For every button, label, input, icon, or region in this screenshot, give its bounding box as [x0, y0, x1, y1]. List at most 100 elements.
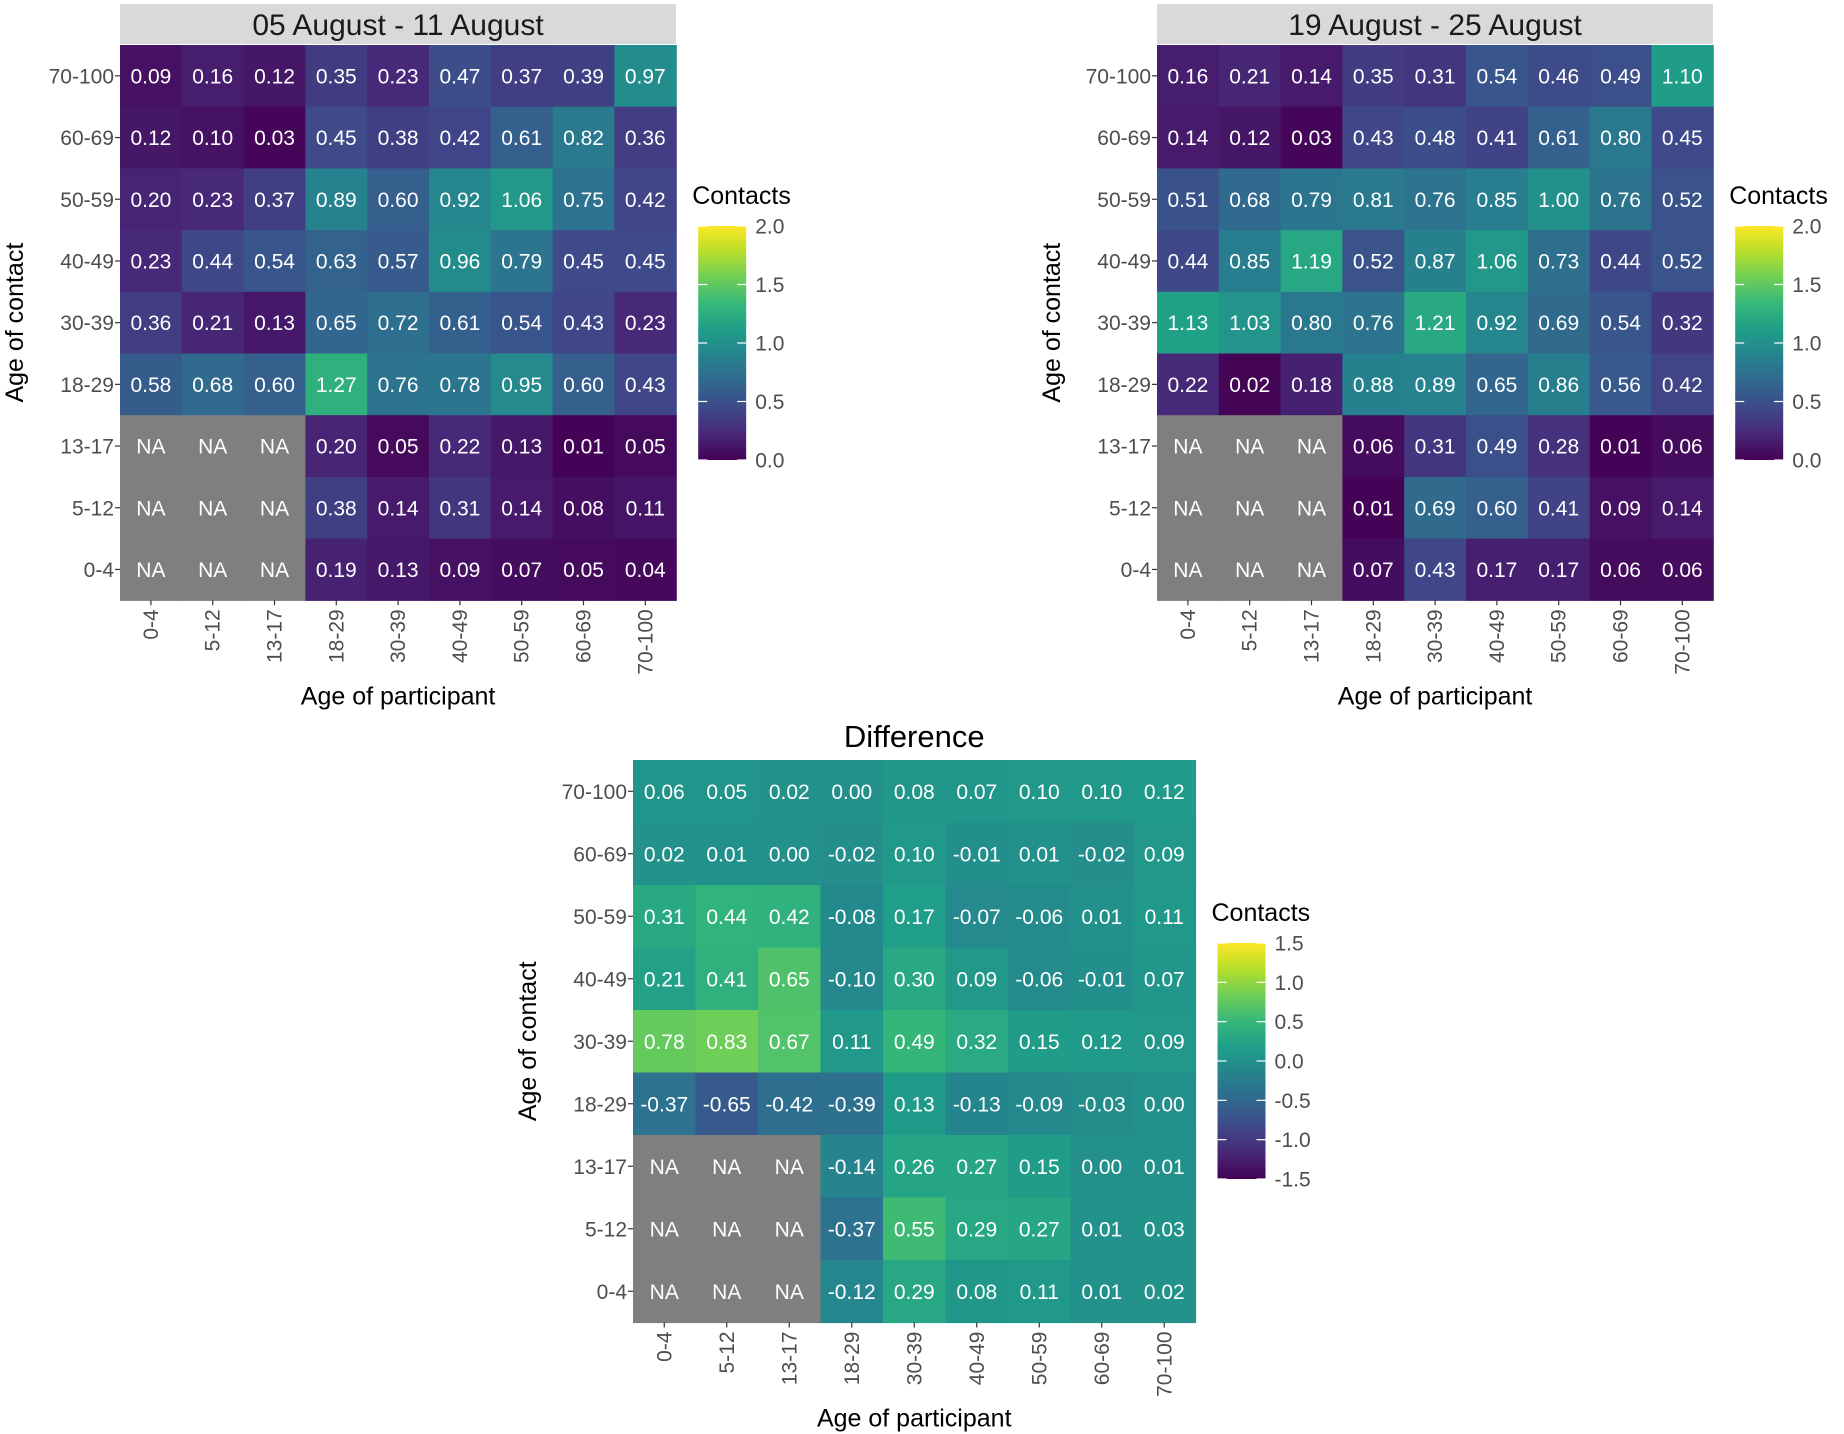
y-axis-title: Age of contact	[1, 243, 29, 403]
cell-value-label: 0.38	[378, 127, 419, 150]
cell-value-label: 0.14	[378, 497, 419, 520]
cell-value-label: -0.37	[828, 1218, 876, 1241]
cell-value-label: 0.42	[625, 189, 666, 212]
cell-value-label: 0.10	[192, 127, 233, 150]
heatmap-cell	[1218, 291, 1282, 355]
heatmap-cell	[305, 230, 368, 293]
cell-value-label: 0.07	[1144, 968, 1185, 991]
cell-value-label: 0.79	[501, 250, 542, 273]
heatmap-cell	[1466, 538, 1529, 601]
heatmap-cell	[1342, 230, 1405, 293]
heatmap-cell	[1404, 538, 1467, 601]
y-tick-label: 0-4	[84, 559, 115, 582]
cell-value-label: 0.23	[130, 250, 171, 273]
heatmap-cell	[181, 230, 245, 293]
heatmap-cell	[1280, 291, 1343, 355]
cell-value-label: 0.76	[1353, 312, 1394, 335]
x-tick-label: 30-39	[1424, 609, 1447, 663]
cell-value-label: 0.92	[1476, 312, 1517, 335]
y-tick-label: 13-17	[573, 1156, 627, 1179]
cell-value-label: 0.60	[378, 189, 419, 212]
cell-value-label: 0.00	[1144, 1093, 1185, 1116]
cell-value-label: 0.56	[1600, 374, 1641, 397]
cell-value-label: 0.79	[1291, 189, 1332, 212]
cell-value-label: 0.60	[563, 374, 604, 397]
cell-value-label: 0.44	[1167, 250, 1208, 273]
y-tick-label: 13-17	[1097, 436, 1151, 459]
heatmap-cell	[1651, 353, 1714, 416]
heatmap-cell	[820, 1135, 884, 1199]
cell-value-label: 0.12	[254, 65, 295, 88]
x-tick-label: 18-29	[1362, 609, 1385, 663]
cell-value-label: 0.12	[1229, 127, 1270, 150]
heatmap-cell	[1466, 230, 1529, 293]
cell-value-label: 0.05	[706, 781, 747, 804]
legend-title: Contacts	[1212, 899, 1311, 927]
heatmap-cell	[367, 291, 430, 355]
x-tick-label: 0-4	[140, 609, 163, 640]
cell-value-label: -0.14	[828, 1156, 876, 1179]
cell-value-label: 0.01	[563, 436, 604, 459]
cell-value-label: 0.51	[1167, 189, 1208, 212]
heatmap-cell	[305, 476, 368, 540]
panel-title: 19 August - 25 August	[1288, 9, 1582, 42]
cell-value-label: 1.00	[1538, 189, 1579, 212]
heatmap-cell	[1070, 822, 1134, 886]
x-tick-label: 0-4	[1177, 609, 1200, 640]
cell-value-label: -0.06	[1015, 968, 1063, 991]
cell-value-label: 0.07	[501, 559, 542, 582]
heatmap-cell	[367, 476, 430, 540]
heatmap-cell	[1342, 45, 1405, 108]
y-tick-label: 50-59	[1097, 189, 1151, 212]
heatmap-cell	[490, 353, 554, 416]
cell-value-label: 1.21	[1415, 312, 1456, 335]
legend-tick-label: 0.0	[1792, 450, 1821, 473]
heatmap-cell	[1133, 1010, 1197, 1074]
heatmap-cell	[429, 106, 492, 169]
cell-value-label: 0.17	[1538, 559, 1579, 582]
y-tick-label: 5-12	[72, 497, 114, 520]
cell-value-label: 0.15	[1019, 1031, 1060, 1054]
heatmap-cell	[1527, 168, 1591, 231]
heatmap-cell	[120, 538, 183, 601]
cell-value-label: 0.47	[439, 65, 480, 88]
cell-value-label: 0.85	[1476, 189, 1517, 212]
cell-value-label: NA	[650, 1281, 679, 1304]
heatmap-cell	[429, 291, 492, 355]
heatmap-cell	[1527, 538, 1591, 601]
x-tick-label: 0-4	[653, 1331, 676, 1362]
cell-value-label: 0.31	[644, 906, 685, 929]
cell-value-label: -0.03	[1078, 1093, 1126, 1116]
heatmap-cell	[490, 538, 554, 601]
cell-value-label: 0.36	[130, 312, 171, 335]
heatmap-cell	[614, 230, 677, 293]
heatmap-cell	[614, 106, 677, 169]
cell-value-label: 0.06	[1662, 559, 1703, 582]
legend-tick-label: 1.0	[755, 333, 784, 356]
x-tick-label: 50-59	[1548, 609, 1571, 663]
cell-value-label: 0.27	[956, 1156, 997, 1179]
cell-value-label: 0.35	[316, 65, 357, 88]
cell-value-label: 0.80	[1291, 312, 1332, 335]
cell-value-label: 0.96	[439, 250, 480, 273]
x-tick-label: 18-29	[841, 1332, 864, 1386]
cell-value-label: 0.61	[439, 312, 480, 335]
cell-value-label: 0.26	[894, 1156, 935, 1179]
heatmap-cell	[1466, 415, 1529, 478]
heatmap-cell	[1218, 45, 1282, 108]
heatmap-cell	[429, 168, 492, 231]
cell-value-label: 0.22	[439, 436, 480, 459]
heatmap-cell	[1589, 353, 1652, 416]
y-tick-label: 30-39	[1097, 312, 1151, 335]
heatmap-cell	[1280, 415, 1343, 478]
heatmap-cell	[429, 45, 492, 108]
x-axis-title: Age of participant	[1338, 682, 1533, 710]
x-tick-label: 70-100	[634, 609, 657, 674]
heatmap-cell	[120, 353, 183, 416]
cell-value-label: 0.12	[1081, 1031, 1122, 1054]
heatmap-cell	[1218, 168, 1282, 231]
y-tick-label: 18-29	[573, 1093, 627, 1116]
heatmap-cell	[758, 1135, 822, 1199]
cell-value-label: -0.02	[1078, 843, 1126, 866]
heatmap-cell	[695, 947, 759, 1011]
